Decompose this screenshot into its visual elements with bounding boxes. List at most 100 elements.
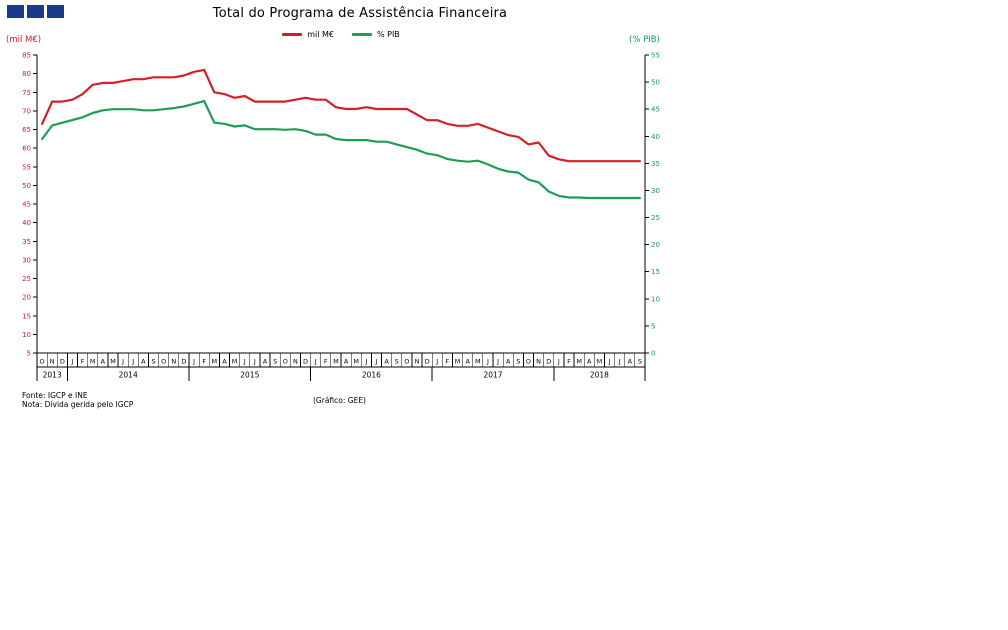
month-label: J [71, 358, 74, 366]
right-axis-tick-label: 35 [651, 160, 660, 168]
left-axis-tick-label: 35 [22, 238, 31, 246]
left-axis-tick-label: 45 [22, 201, 31, 209]
right-axis-unit-label: (% PIB) [629, 35, 660, 45]
month-label: D [303, 358, 308, 366]
month-label: A [587, 358, 592, 366]
month-label: M [455, 358, 461, 366]
month-label: J [192, 358, 195, 366]
month-label: J [435, 358, 438, 366]
month-label: S [395, 358, 399, 366]
left-axis-tick-label: 50 [22, 182, 31, 190]
month-label: J [557, 358, 560, 366]
month-label: D [425, 358, 430, 366]
series-line-mil-me [40, 68, 642, 163]
legend-swatch [351, 33, 372, 36]
right-axis-tick-label: 50 [651, 79, 660, 87]
right-axis-tick-label: 45 [651, 106, 660, 114]
month-label: O [40, 358, 45, 366]
month-label: A [263, 358, 268, 366]
month-label: M [576, 358, 582, 366]
left-axis-tick-label: 20 [22, 294, 31, 302]
legend-label: mil M€ [307, 30, 334, 39]
year-label: 2015 [240, 371, 259, 380]
right-axis-tick-label: 40 [651, 133, 660, 141]
left-axis-tick-label: 25 [22, 275, 31, 283]
legend-label: % PIB [376, 30, 400, 39]
month-label: J [375, 358, 378, 366]
year-label: 2017 [483, 371, 502, 380]
month-label: D [181, 358, 186, 366]
chart-legend: mil M€ % PIB [37, 30, 645, 39]
right-axis-tick-label: 25 [651, 214, 660, 222]
left-axis-tick-label: 70 [22, 107, 31, 115]
year-label: 2013 [43, 371, 62, 380]
month-label: M [110, 358, 116, 366]
left-axis-tick-label: 85 [22, 52, 31, 60]
month-label: D [546, 358, 551, 366]
month-label: O [283, 358, 288, 366]
month-label: J [314, 358, 317, 366]
left-axis-tick-label: 40 [22, 219, 31, 227]
month-label: J [121, 358, 124, 366]
month-label: M [90, 358, 96, 366]
month-label: J [496, 358, 499, 366]
right-axis-tick-label: 10 [651, 295, 660, 303]
month-label: A [101, 358, 106, 366]
right-axis-tick-label: 20 [651, 241, 660, 249]
legend-item: mil M€ [282, 30, 334, 39]
right-axis-tick-label: 15 [651, 268, 660, 276]
month-label: F [81, 358, 85, 366]
month-label: S [151, 358, 155, 366]
year-label: 2014 [119, 371, 138, 380]
month-label: A [141, 358, 146, 366]
month-label: O [526, 358, 531, 366]
logo [7, 5, 64, 18]
month-label: A [344, 358, 349, 366]
month-label: J [618, 358, 621, 366]
month-label: F [202, 358, 206, 366]
left-axis-tick-label: 5 [27, 350, 31, 358]
legend-swatch [282, 33, 303, 36]
month-label: F [446, 358, 450, 366]
logo-square [27, 5, 44, 18]
month-label: J [608, 358, 611, 366]
legend-item: % PIB [351, 30, 400, 39]
series-line-pct-pib [40, 99, 642, 200]
month-label: A [465, 358, 470, 366]
left-axis-tick-label: 75 [22, 89, 31, 97]
month-label: N [50, 358, 55, 366]
month-label: F [567, 358, 571, 366]
left-axis-tick-label: 60 [22, 145, 31, 153]
month-label: N [171, 358, 176, 366]
month-label: D [60, 358, 65, 366]
logo-square [47, 5, 64, 18]
year-label: 2016 [362, 371, 381, 380]
right-axis-tick-label: 5 [651, 322, 655, 330]
month-label: O [161, 358, 166, 366]
month-label: F [324, 358, 328, 366]
right-axis-tick-label: 55 [651, 52, 660, 60]
month-label: M [333, 358, 339, 366]
left-axis-tick-label: 80 [22, 70, 31, 78]
month-label: J [253, 358, 256, 366]
left-axis-tick-label: 55 [22, 163, 31, 171]
month-label: S [273, 358, 277, 366]
month-label: M [597, 358, 603, 366]
left-axis-tick-label: 10 [22, 331, 31, 339]
source-note: Fonte: IGCP e INE [22, 391, 88, 400]
year-label: 2018 [590, 371, 609, 380]
month-label: M [475, 358, 481, 366]
month-label: M [353, 358, 359, 366]
note: Nota: Dívida gerida pelo IGCP [22, 400, 134, 409]
month-label: J [486, 358, 489, 366]
month-label: J [364, 358, 367, 366]
month-label: J [131, 358, 134, 366]
month-label: A [506, 358, 511, 366]
month-label: N [536, 358, 541, 366]
month-label: S [516, 358, 520, 366]
month-label: M [232, 358, 238, 366]
logo-square [7, 5, 24, 18]
month-label: A [222, 358, 227, 366]
